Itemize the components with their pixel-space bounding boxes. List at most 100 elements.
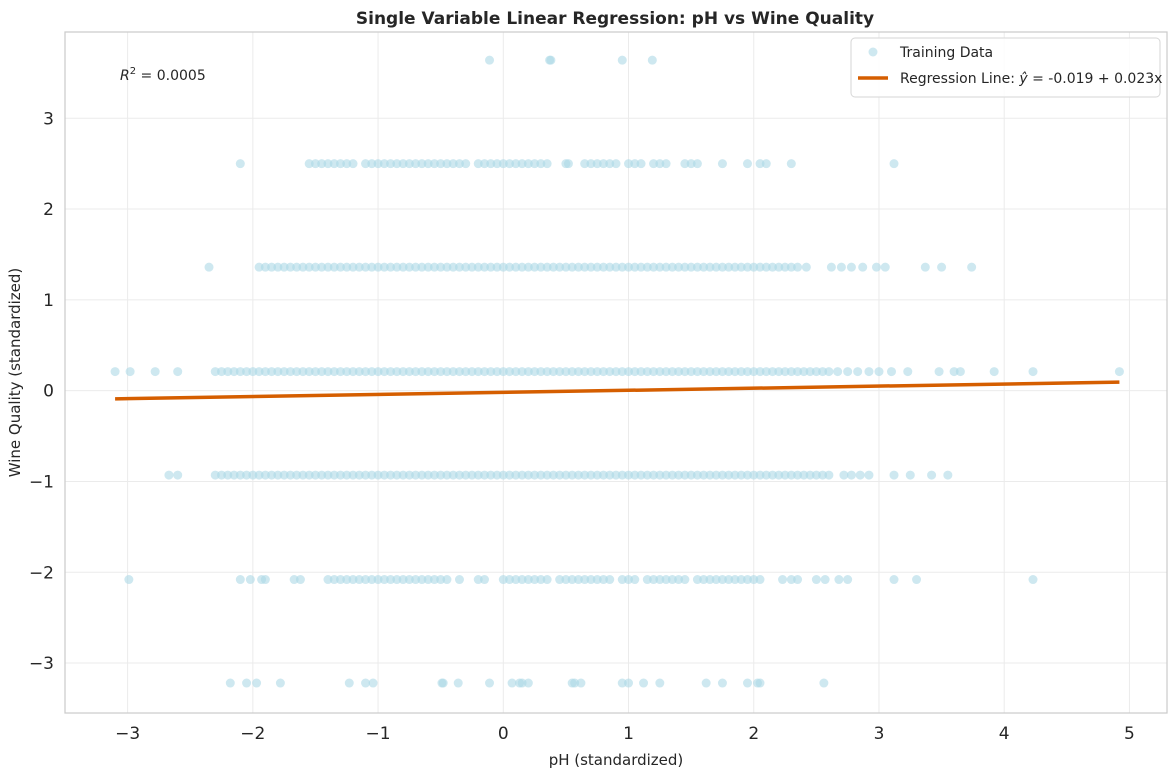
data-point (530, 367, 540, 377)
data-point (379, 575, 389, 585)
data-point (887, 367, 896, 377)
data-point (692, 262, 702, 272)
data-point (442, 575, 452, 585)
data-point (511, 367, 521, 377)
data-point (711, 367, 721, 377)
data-point (260, 575, 270, 585)
data-point (485, 678, 495, 688)
data-point (711, 262, 721, 272)
data-point (836, 262, 846, 272)
data-point (429, 575, 439, 585)
data-point (492, 367, 502, 377)
data-point (636, 367, 646, 377)
data-point (505, 367, 515, 377)
data-point (530, 575, 540, 585)
data-point (267, 262, 277, 272)
data-point (461, 367, 471, 377)
data-point (674, 470, 684, 480)
data-point (223, 470, 233, 480)
data-point (742, 575, 752, 585)
y-tick-label: −2 (29, 563, 54, 583)
data-point (336, 159, 345, 169)
data-point (454, 575, 464, 585)
data-point (505, 575, 515, 585)
data-point (285, 367, 295, 377)
data-point (905, 470, 915, 480)
data-point (874, 367, 884, 377)
data-point (242, 678, 252, 688)
data-point (379, 159, 389, 169)
data-point (480, 575, 490, 585)
data-point (818, 367, 828, 377)
data-point (342, 159, 352, 169)
data-point (680, 367, 690, 377)
data-point (667, 470, 677, 480)
data-point (486, 470, 496, 480)
data-point (617, 55, 627, 65)
data-point (580, 470, 590, 480)
data-point (674, 575, 684, 585)
data-point (649, 367, 659, 377)
x-tick-labels: −3 −2 −1 0 1 2 3 4 5 (115, 724, 1135, 744)
data-point (649, 262, 659, 272)
data-point (853, 367, 863, 377)
data-point (436, 470, 446, 480)
data-point (436, 367, 446, 377)
data-point (398, 575, 408, 585)
data-point (348, 262, 358, 272)
data-point (655, 470, 665, 480)
data-point (780, 367, 790, 377)
data-point (298, 262, 308, 272)
data-point (761, 367, 771, 377)
data-point (523, 159, 533, 169)
data-point (304, 470, 314, 480)
data-point (392, 367, 402, 377)
x-tick-label: −3 (115, 724, 140, 744)
data-point (423, 575, 433, 585)
data-point (880, 262, 890, 272)
data-point (778, 575, 788, 585)
x-axis-label: pH (standardized) (549, 751, 684, 769)
data-point (511, 575, 521, 585)
data-point (920, 262, 930, 272)
data-point (254, 470, 264, 480)
data-point (824, 470, 834, 480)
data-point (304, 159, 314, 169)
data-point (344, 678, 354, 688)
data-point (586, 575, 596, 585)
data-point (811, 575, 821, 585)
data-point (530, 262, 540, 272)
data-point (386, 262, 396, 272)
data-point (125, 367, 135, 377)
data-point (563, 159, 573, 169)
data-point (624, 159, 634, 169)
data-point (548, 262, 558, 272)
data-point (486, 262, 496, 272)
data-point (448, 262, 458, 272)
data-point (642, 470, 652, 480)
data-point (323, 159, 333, 169)
data-point (730, 367, 740, 377)
x-tick-label: −2 (240, 724, 265, 744)
data-point (555, 575, 565, 585)
data-point (724, 470, 734, 480)
data-point (699, 470, 709, 480)
data-point (386, 575, 396, 585)
data-point (674, 367, 684, 377)
data-point (454, 262, 464, 272)
data-point (329, 159, 339, 169)
x-tick-label: −1 (366, 724, 391, 744)
data-point (336, 470, 345, 480)
data-point (267, 470, 277, 480)
data-point (598, 470, 608, 480)
data-point (354, 262, 364, 272)
data-point (273, 262, 283, 272)
data-point (630, 262, 640, 272)
data-point (423, 470, 433, 480)
data-point (310, 262, 320, 272)
data-point (793, 262, 803, 272)
data-point (260, 367, 270, 377)
data-point (498, 575, 508, 585)
data-point (492, 470, 502, 480)
data-point (943, 470, 953, 480)
